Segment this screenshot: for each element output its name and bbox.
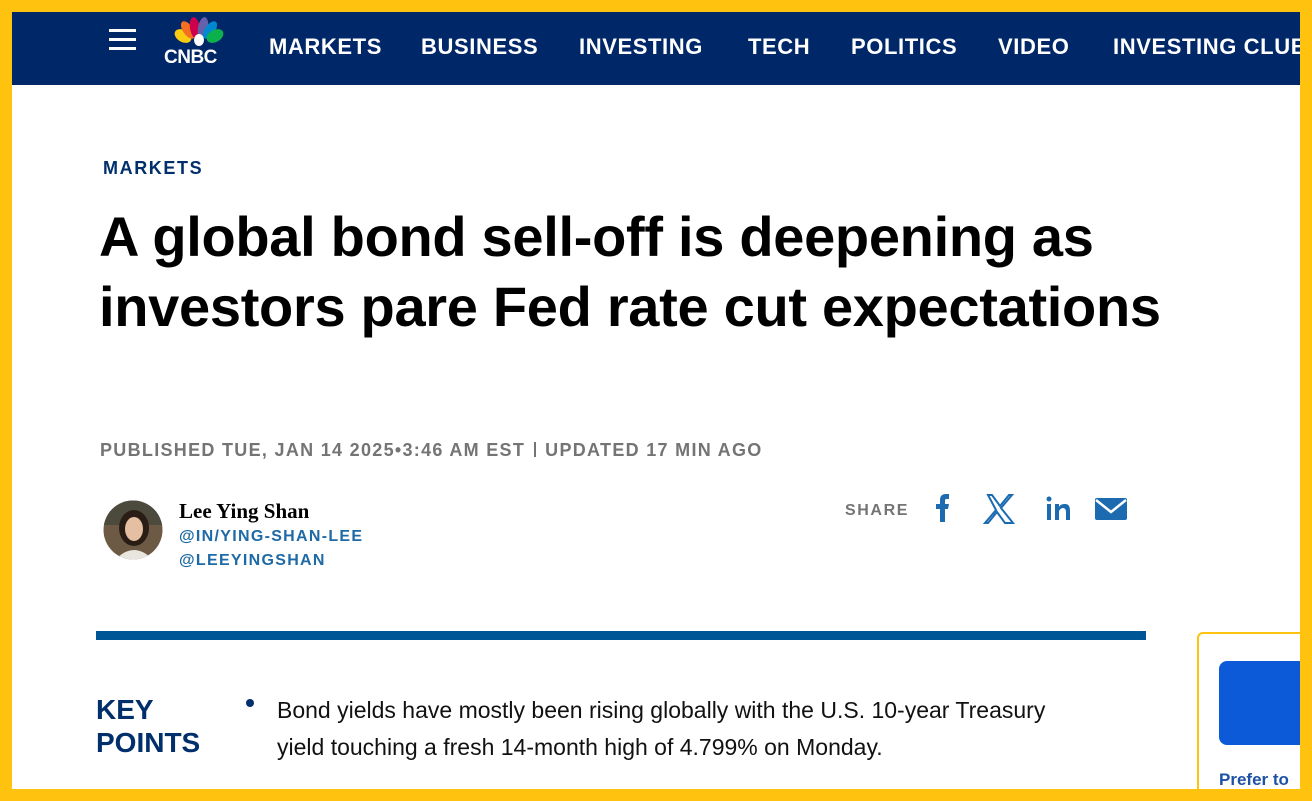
- bullet: [246, 699, 254, 707]
- nav-item[interactable]: TECH: [748, 34, 811, 59]
- author-name[interactable]: Lee Ying Shan: [179, 499, 310, 523]
- separator: [534, 442, 537, 457]
- aside-text: Prefer to: [1219, 770, 1289, 789]
- menu-icon[interactable]: [109, 28, 137, 52]
- author-handle[interactable]: @IN/YING-SHAN-LEE: [179, 528, 364, 545]
- logo-text[interactable]: CNBC: [164, 47, 217, 68]
- section-label[interactable]: MARKETS: [103, 158, 204, 178]
- aside-box: Prefer to: [1197, 632, 1300, 789]
- publish-info: PUBLISHED TUE, JAN 14 2025•3:46 AM EST UP…: [100, 440, 763, 461]
- nav-item[interactable]: VIDEO: [998, 34, 1070, 59]
- linkedin-icon[interactable]: [1046, 496, 1071, 521]
- x-icon[interactable]: [982, 494, 1016, 524]
- nav-item[interactable]: MARKETS: [269, 34, 382, 59]
- key-point: Bond yields have mostly been rising glob…: [277, 697, 1046, 760]
- nav-item[interactable]: BUSINESS: [421, 34, 539, 59]
- facebook-icon[interactable]: [936, 494, 949, 522]
- nav-item[interactable]: POLITICS: [851, 34, 958, 59]
- nav-item[interactable]: INVESTING CLUB: [1113, 34, 1300, 59]
- logo-peacock[interactable]: [169, 14, 229, 46]
- nav-item[interactable]: INVESTING: [579, 34, 703, 59]
- author-handle[interactable]: @LEEYINGSHAN: [179, 552, 326, 569]
- published: PUBLISHED TUE, JAN 14 2025•3:46 AM EST: [100, 440, 526, 460]
- nav-bar: CNBC MARKETS BUSINESS INVESTING TECH POLITIC…: [12, 12, 1300, 85]
- divider: [96, 631, 1146, 640]
- updated: UPDATED 17 MIN AGO: [545, 440, 763, 460]
- author-avatar[interactable]: [103, 500, 165, 562]
- share-icons: [936, 494, 1127, 524]
- key-points-title: KEY POINTS: [96, 694, 201, 758]
- share-label: SHARE: [845, 502, 910, 519]
- page-frame: CNBC MARKETS BUSINESS INVESTING TECH POLITIC…: [12, 12, 1300, 789]
- headline: A global bond sell-off is deepening as i…: [99, 205, 1161, 338]
- aside-button[interactable]: [1219, 661, 1300, 745]
- mail-icon[interactable]: [1095, 498, 1127, 520]
